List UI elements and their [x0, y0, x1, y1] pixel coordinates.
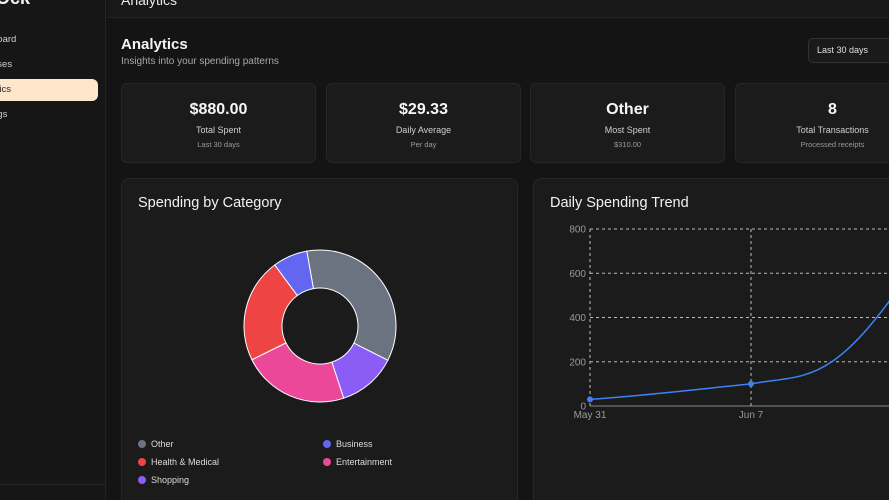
- stat-sub: Per day: [410, 140, 437, 149]
- y-tick-label: 600: [569, 269, 586, 280]
- x-tick-label: May 31: [574, 410, 607, 421]
- sidebar-item-expenses[interactable]: nses: [0, 54, 98, 76]
- legend-swatch: [138, 458, 146, 466]
- legend-item[interactable]: Entertainment: [323, 457, 392, 467]
- legend-label: Shopping: [151, 475, 190, 485]
- date-range-value: Last 30 days: [817, 45, 869, 55]
- sidebar-footer: [0, 484, 105, 500]
- stat-value: $29.33: [399, 101, 448, 118]
- sidebar-item-label: nses: [0, 59, 13, 70]
- sidebar-item-settings[interactable]: ngs: [0, 104, 98, 126]
- stat-label: Daily Average: [395, 125, 452, 135]
- stat-label: Total Transactions: [796, 125, 869, 135]
- stat-value: 8: [828, 101, 837, 118]
- legend-label: Other: [151, 439, 174, 449]
- trend-series-line: [589, 300, 889, 401]
- page-subtitle: Insights into your spending patterns: [121, 56, 279, 67]
- x-tick-label: Jun 7: [739, 410, 764, 421]
- category-panel-title: Spending by Category: [138, 195, 282, 211]
- stat-card-total-spent: $880.00 Total Spent Last 30 days: [121, 83, 316, 163]
- sidebar-item-label: board: [0, 34, 17, 45]
- page-title: Analytics: [121, 36, 188, 53]
- stat-label: Total Spent: [195, 125, 242, 135]
- legend-swatch: [138, 476, 146, 484]
- stat-value: $880.00: [189, 101, 248, 118]
- stat-card-daily-average: $29.33 Daily Average Per day: [326, 83, 521, 163]
- legend-swatch: [323, 440, 331, 448]
- legend-label: Business: [336, 439, 373, 449]
- legend-item[interactable]: Health & Medical: [138, 457, 219, 467]
- stat-value: Other: [606, 101, 649, 118]
- stat-sub: $310.00: [613, 140, 642, 149]
- topbar-title: Analytics: [121, 0, 178, 8]
- trend-point[interactable]: [748, 380, 754, 387]
- app-brand: Ock: [0, 0, 30, 9]
- y-tick-label: 0: [580, 402, 586, 413]
- legend-label: Health & Medical: [151, 457, 220, 467]
- stat-card-most-spent: Other Most Spent $310.00: [530, 83, 725, 163]
- legend-label: Entertainment: [336, 457, 393, 467]
- legend-item[interactable]: Shopping: [138, 475, 189, 485]
- donut-slice-business[interactable]: [273, 250, 314, 297]
- category-panel: Spending by Category Other Business Health…: [121, 178, 518, 500]
- category-donut-chart: [243, 249, 397, 403]
- legend-swatch: [138, 440, 146, 448]
- sidebar-item-label: ytics: [0, 84, 11, 95]
- stat-sub: Last 30 days: [197, 140, 240, 149]
- legend-item[interactable]: Other: [138, 439, 174, 449]
- trend-point[interactable]: [587, 396, 593, 403]
- y-tick-label: 800: [569, 225, 586, 236]
- legend-item[interactable]: Business: [323, 439, 373, 449]
- sidebar: Ock board nses ytics ngs: [0, 0, 106, 500]
- trend-panel-title: Daily Spending Trend: [550, 195, 689, 211]
- legend-swatch: [323, 458, 331, 466]
- sidebar-item-label: ngs: [0, 109, 8, 120]
- date-range-select[interactable]: Last 30 days: [808, 38, 889, 63]
- stat-card-total-transactions: 8 Total Transactions Processed receipts: [735, 83, 889, 163]
- stat-sub: Processed receipts: [800, 140, 865, 149]
- sidebar-item-dashboard[interactable]: board: [0, 29, 98, 51]
- stat-label: Most Spent: [604, 125, 651, 135]
- y-tick-label: 400: [569, 313, 586, 324]
- donut-slice-other[interactable]: [306, 249, 397, 361]
- y-tick-label: 200: [569, 357, 586, 368]
- trend-panel: Daily Spending Trend 0 200 400 600 800 May 31…: [533, 178, 889, 500]
- sidebar-item-analytics[interactable]: ytics: [0, 79, 98, 101]
- top-bar: Analytics: [107, 0, 889, 18]
